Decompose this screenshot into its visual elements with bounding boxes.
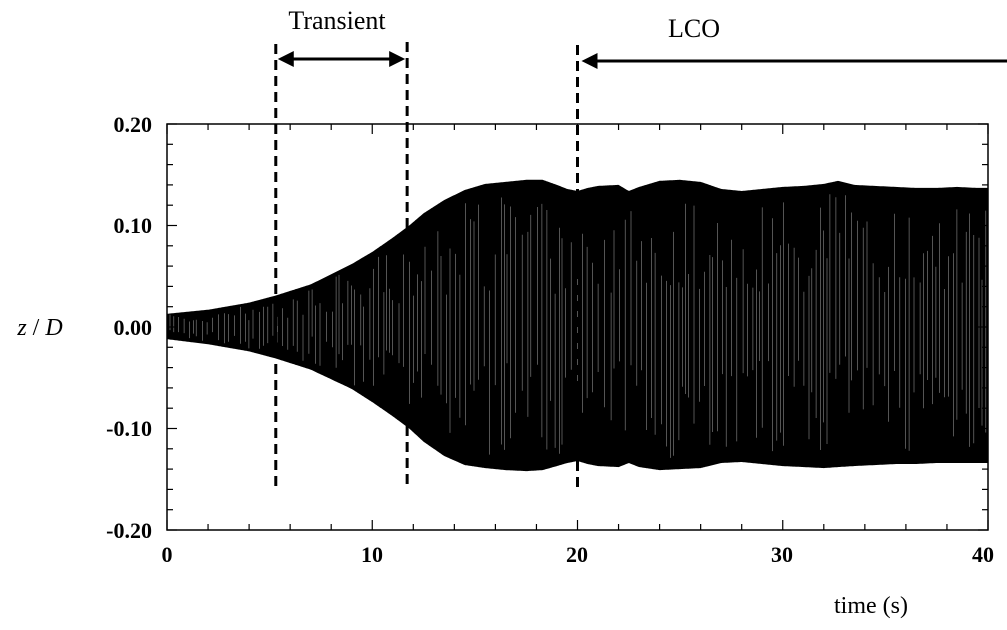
y-tick-label-neg-0.10: -0.10 — [106, 416, 152, 441]
x-tick-label-30: 30 — [771, 542, 793, 567]
transient-arrowhead-right — [389, 51, 406, 67]
transient-label: Transient — [288, 6, 386, 35]
y-tick-label-0.20: 0.20 — [114, 112, 153, 137]
y-tick-label-0.00: 0.00 — [114, 315, 153, 340]
signal-oscillation-streaks — [169, 194, 987, 458]
x-axis-label: time (s) — [834, 593, 908, 619]
lco-label: LCO — [668, 14, 720, 43]
x-tick-label-40: 40 — [972, 542, 994, 567]
transient-arrowhead-left — [277, 51, 294, 67]
y-axis-label: z / D — [16, 315, 62, 341]
lco-arrowhead — [581, 53, 598, 69]
y-tick-label-0.10: 0.10 — [114, 213, 153, 238]
y-tick-label-neg-0.20: -0.20 — [106, 518, 152, 543]
x-tick-label-0: 0 — [162, 542, 173, 567]
region-markers — [274, 42, 1007, 491]
x-tick-label-20: 20 — [566, 542, 588, 567]
axis-ticks — [166, 123, 989, 531]
x-tick-label-10: 10 — [361, 542, 383, 567]
